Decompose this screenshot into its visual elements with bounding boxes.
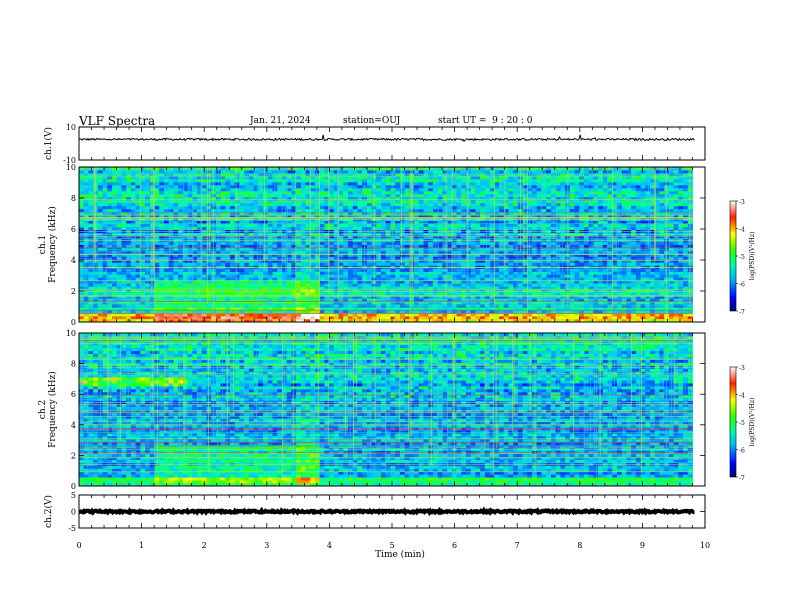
colorbar-1-tick-4: -7 (739, 309, 745, 316)
colorbar-1-tick-1: -4 (739, 227, 745, 234)
colorbar-2-tick-0: -3 (739, 365, 745, 372)
xtick-5: 5 (389, 541, 394, 550)
colorbar-1-label: log(PSD)(V²/Hz) (749, 232, 756, 281)
xtick-2: 2 (202, 541, 207, 550)
xtick-3: 3 (264, 541, 269, 550)
spectrogram-ch1-ytick-0: 0 (71, 318, 76, 327)
spectrogram-ch2-ytick-2: 4 (71, 421, 76, 430)
waveform-ch2-ytick-0: 5 (71, 491, 76, 500)
spectrogram-ch1-heatmap (79, 167, 693, 323)
waveform-ch2-trace (78, 506, 695, 517)
spectrogram-ch1-ytick-5: 10 (66, 163, 76, 172)
waveform-ch2-ytick-2: -5 (68, 524, 76, 533)
spectrogram-ch1-ytick-4: 8 (71, 194, 76, 203)
xtick-1: 1 (139, 541, 144, 550)
waveform-ch1-trace (79, 134, 695, 143)
colorbar-1-tick-2: -5 (739, 254, 745, 261)
spectrogram-ch1-ytick-2: 4 (71, 256, 76, 265)
spectrogram-ch1-ytick-3: 6 (71, 225, 76, 234)
colorbar-2 (729, 366, 737, 478)
spectrogram-ch1-ylabel-channel: ch.1 (38, 235, 48, 254)
colorbar-1 (729, 200, 737, 312)
xtick-8: 8 (577, 541, 582, 550)
xaxis-label: Time (min) (375, 549, 425, 560)
waveform-ch1-ylabel: ch.1(V) (43, 127, 54, 160)
colorbar-2-label: log(PSD)(V²/Hz) (749, 398, 756, 447)
xtick-7: 7 (515, 541, 520, 550)
spectrogram-ch2-ytick-4: 8 (71, 360, 76, 369)
spectrogram-ch2-ylabel-freq: Frequency (kHz) (47, 371, 58, 448)
colorbar-2-tick-2: -5 (739, 420, 745, 427)
waveform-ch2-ytick-1: 0 (71, 508, 76, 517)
spectrogram-ch2-ylabel-channel: ch.2 (38, 400, 48, 419)
spectrogram-ch1-ylabel-freq: Frequency (kHz) (47, 206, 58, 283)
xtick-6: 6 (452, 541, 457, 550)
colorbar-2-tick-1: -4 (739, 393, 745, 400)
xtick-10: 10 (700, 541, 710, 550)
xtick-0: 0 (76, 541, 81, 550)
spectrogram-ch2-ytick-1: 2 (71, 451, 76, 460)
spectrogram-ch2-ytick-5: 10 (66, 329, 76, 338)
figure-title: VLF Spectra (79, 114, 156, 128)
xtick-4: 4 (327, 541, 332, 550)
colorbar-1-tick-3: -6 (739, 282, 745, 289)
colorbar-2-tick-4: -7 (739, 475, 745, 482)
spectrogram-ch2-heatmap (79, 333, 693, 487)
colorbar-1-tick-0: -3 (739, 199, 745, 206)
station-label: station=OUJ (343, 116, 401, 126)
xtick-9: 9 (640, 541, 645, 550)
start-time-label: start UT = 9 : 20 : 0 (438, 116, 533, 126)
date-label: Jan. 21, 2024 (250, 116, 311, 126)
spectrogram-ch2-ytick-3: 6 (71, 390, 76, 399)
spectrogram-ch1-ytick-1: 2 (71, 287, 76, 296)
waveform-ch1-ytick-0: 10 (66, 123, 76, 132)
spectrogram-ch2-ytick-0: 0 (71, 482, 76, 491)
colorbar-2-tick-3: -6 (739, 448, 745, 455)
waveform-ch1-ytick-1: -10 (63, 156, 76, 165)
waveform-ch2-ylabel: ch.2(V) (43, 495, 54, 528)
